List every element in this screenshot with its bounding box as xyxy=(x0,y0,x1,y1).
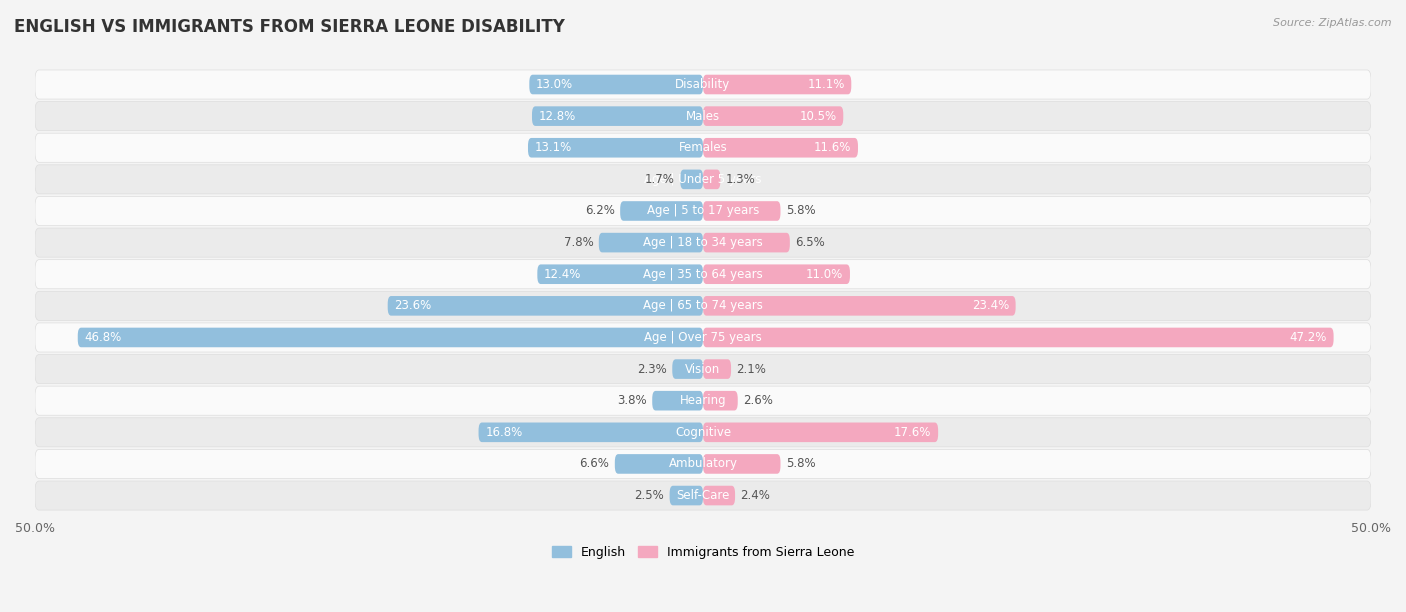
FancyBboxPatch shape xyxy=(703,359,731,379)
FancyBboxPatch shape xyxy=(35,323,1371,352)
Text: 2.4%: 2.4% xyxy=(741,489,770,502)
FancyBboxPatch shape xyxy=(703,264,851,284)
FancyBboxPatch shape xyxy=(703,233,790,252)
Text: 2.5%: 2.5% xyxy=(634,489,664,502)
FancyBboxPatch shape xyxy=(529,138,703,157)
FancyBboxPatch shape xyxy=(35,386,1371,415)
Text: 16.8%: 16.8% xyxy=(485,426,523,439)
Legend: English, Immigrants from Sierra Leone: English, Immigrants from Sierra Leone xyxy=(547,541,859,564)
Text: 6.2%: 6.2% xyxy=(585,204,614,217)
FancyBboxPatch shape xyxy=(669,486,703,506)
Text: Hearing: Hearing xyxy=(679,394,727,407)
Text: 13.1%: 13.1% xyxy=(534,141,572,154)
Text: Self-Care: Self-Care xyxy=(676,489,730,502)
Text: Females: Females xyxy=(679,141,727,154)
Text: 10.5%: 10.5% xyxy=(800,110,837,122)
Text: Age | 35 to 64 years: Age | 35 to 64 years xyxy=(643,267,763,281)
FancyBboxPatch shape xyxy=(703,486,735,506)
FancyBboxPatch shape xyxy=(703,454,780,474)
FancyBboxPatch shape xyxy=(35,133,1371,162)
Text: 2.6%: 2.6% xyxy=(744,394,773,407)
Text: Males: Males xyxy=(686,110,720,122)
FancyBboxPatch shape xyxy=(652,391,703,411)
FancyBboxPatch shape xyxy=(35,70,1371,99)
FancyBboxPatch shape xyxy=(703,106,844,126)
FancyBboxPatch shape xyxy=(478,422,703,442)
FancyBboxPatch shape xyxy=(35,449,1371,479)
FancyBboxPatch shape xyxy=(703,138,858,157)
FancyBboxPatch shape xyxy=(703,391,738,411)
FancyBboxPatch shape xyxy=(529,75,703,94)
FancyBboxPatch shape xyxy=(531,106,703,126)
Text: Cognitive: Cognitive xyxy=(675,426,731,439)
FancyBboxPatch shape xyxy=(614,454,703,474)
Text: Age | 65 to 74 years: Age | 65 to 74 years xyxy=(643,299,763,312)
Text: Age | Over 75 years: Age | Over 75 years xyxy=(644,331,762,344)
Text: Age | 5 to 17 years: Age | 5 to 17 years xyxy=(647,204,759,217)
Text: Source: ZipAtlas.com: Source: ZipAtlas.com xyxy=(1274,18,1392,28)
Text: 11.0%: 11.0% xyxy=(806,267,844,281)
FancyBboxPatch shape xyxy=(703,296,1015,316)
FancyBboxPatch shape xyxy=(703,422,938,442)
Text: 23.4%: 23.4% xyxy=(972,299,1010,312)
Text: Age | Under 5 years: Age | Under 5 years xyxy=(644,173,762,186)
Text: 5.8%: 5.8% xyxy=(786,457,815,471)
FancyBboxPatch shape xyxy=(620,201,703,221)
FancyBboxPatch shape xyxy=(35,418,1371,447)
FancyBboxPatch shape xyxy=(35,228,1371,257)
FancyBboxPatch shape xyxy=(35,165,1371,194)
Text: 11.6%: 11.6% xyxy=(814,141,851,154)
Text: Disability: Disability xyxy=(675,78,731,91)
Text: 2.1%: 2.1% xyxy=(737,362,766,376)
Text: 7.8%: 7.8% xyxy=(564,236,593,249)
FancyBboxPatch shape xyxy=(703,201,780,221)
Text: 3.8%: 3.8% xyxy=(617,394,647,407)
Text: 6.6%: 6.6% xyxy=(579,457,609,471)
Text: 6.5%: 6.5% xyxy=(796,236,825,249)
Text: 12.4%: 12.4% xyxy=(544,267,582,281)
FancyBboxPatch shape xyxy=(35,354,1371,384)
FancyBboxPatch shape xyxy=(672,359,703,379)
Text: 23.6%: 23.6% xyxy=(395,299,432,312)
FancyBboxPatch shape xyxy=(388,296,703,316)
Text: 13.0%: 13.0% xyxy=(536,78,574,91)
Text: 1.3%: 1.3% xyxy=(725,173,755,186)
FancyBboxPatch shape xyxy=(537,264,703,284)
FancyBboxPatch shape xyxy=(681,170,703,189)
Text: Ambulatory: Ambulatory xyxy=(668,457,738,471)
FancyBboxPatch shape xyxy=(35,102,1371,131)
FancyBboxPatch shape xyxy=(77,327,703,347)
Text: 1.7%: 1.7% xyxy=(645,173,675,186)
FancyBboxPatch shape xyxy=(35,196,1371,226)
Text: 12.8%: 12.8% xyxy=(538,110,576,122)
FancyBboxPatch shape xyxy=(599,233,703,252)
FancyBboxPatch shape xyxy=(703,327,1334,347)
Text: 5.8%: 5.8% xyxy=(786,204,815,217)
Text: 47.2%: 47.2% xyxy=(1289,331,1327,344)
FancyBboxPatch shape xyxy=(703,170,720,189)
Text: 2.3%: 2.3% xyxy=(637,362,666,376)
FancyBboxPatch shape xyxy=(35,259,1371,289)
Text: 17.6%: 17.6% xyxy=(894,426,931,439)
Text: ENGLISH VS IMMIGRANTS FROM SIERRA LEONE DISABILITY: ENGLISH VS IMMIGRANTS FROM SIERRA LEONE … xyxy=(14,18,565,36)
Text: 46.8%: 46.8% xyxy=(84,331,122,344)
Text: Vision: Vision xyxy=(685,362,721,376)
FancyBboxPatch shape xyxy=(703,75,851,94)
Text: Age | 18 to 34 years: Age | 18 to 34 years xyxy=(643,236,763,249)
Text: 11.1%: 11.1% xyxy=(807,78,845,91)
FancyBboxPatch shape xyxy=(35,291,1371,321)
FancyBboxPatch shape xyxy=(35,481,1371,510)
